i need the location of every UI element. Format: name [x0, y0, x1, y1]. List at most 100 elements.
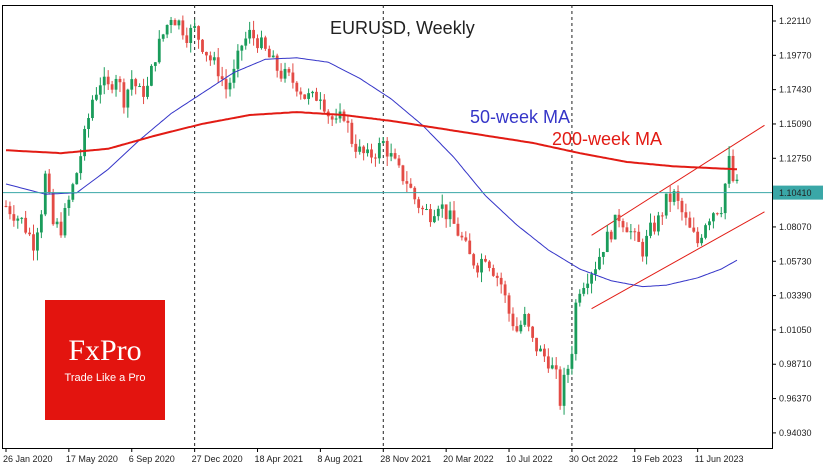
candle-body: [440, 204, 444, 209]
candle-body: [87, 118, 90, 130]
logo-name: FxPro: [68, 334, 142, 367]
candle-body: [169, 20, 173, 26]
candle-body: [114, 78, 118, 90]
candle-body: [645, 235, 648, 257]
candle-body: [79, 156, 83, 174]
candle-body: [688, 217, 692, 228]
candle-body: [126, 89, 130, 108]
candle-body: [456, 223, 460, 236]
candle-body: [346, 120, 350, 123]
candle-body: [228, 82, 232, 90]
candle-body: [385, 140, 389, 157]
candle-body: [598, 256, 601, 270]
candle-body: [220, 76, 224, 80]
candle-body: [283, 68, 287, 79]
x-tick-label: 8 Aug 2021: [317, 454, 363, 464]
candle-body: [507, 295, 511, 314]
candle-body: [495, 275, 499, 278]
candle-body: [586, 283, 590, 288]
candle-body: [118, 78, 122, 83]
candle-body: [523, 313, 527, 325]
candle-body: [252, 29, 255, 39]
candle-body: [330, 116, 334, 120]
candle-body: [216, 57, 220, 77]
candle-body: [102, 76, 106, 86]
candle-body: [605, 231, 609, 253]
candle-body: [150, 65, 153, 86]
candle-body: [499, 277, 503, 285]
x-tick-label: 6 Sep 2020: [129, 454, 175, 464]
candle-body: [374, 157, 377, 159]
candle-body: [633, 231, 637, 233]
logo-tagline: Trade Like a Pro: [64, 372, 146, 384]
price-label-box: [773, 185, 823, 200]
y-tick-label: 1.17430: [779, 85, 812, 95]
candle-body: [275, 55, 279, 71]
y-tick-label: 1.15090: [779, 119, 812, 129]
candle-body: [708, 221, 711, 226]
candle-body: [350, 122, 354, 144]
candle-body: [491, 267, 495, 276]
candle-body: [244, 38, 248, 46]
candle-body: [601, 252, 605, 257]
candle-body: [480, 258, 483, 273]
candle-body: [51, 192, 55, 225]
y-tick-label: 1.19770: [779, 50, 812, 60]
candle-body: [370, 149, 373, 158]
x-tick-label: 11 Jun 2023: [695, 454, 744, 464]
candle-body: [8, 206, 12, 215]
candle-body: [393, 153, 397, 159]
candle-body: [322, 99, 326, 112]
candle-body: [468, 240, 472, 255]
candle-body: [570, 354, 574, 369]
x-tick-label: 30 Oct 2022: [569, 454, 618, 464]
candle-body: [511, 313, 515, 327]
y-tick-label: 0.98710: [779, 359, 812, 369]
candle-body: [224, 79, 228, 90]
candle-body: [47, 173, 51, 193]
y-tick-label: 1.22110: [779, 16, 811, 26]
candle-body: [649, 222, 652, 236]
price-label: 1.10410: [779, 188, 812, 198]
x-tick-label: 10 Jul 2022: [506, 454, 553, 464]
candle-body: [397, 158, 401, 166]
ma200-label: 200-week MA: [552, 129, 662, 149]
ma50-label: 50-week MA: [470, 107, 570, 127]
candle-body: [315, 91, 318, 101]
candle-body: [267, 48, 271, 58]
candle-body: [539, 348, 542, 352]
x-tick-label: 26 Jan 2020: [3, 454, 53, 464]
candle-body: [59, 221, 63, 236]
candle-body: [12, 214, 16, 221]
candle-body: [464, 237, 468, 241]
candle-body: [75, 173, 79, 185]
candle-body: [625, 227, 629, 233]
candle-body: [723, 183, 727, 214]
candle-body: [590, 274, 593, 284]
candle-body: [704, 225, 707, 238]
candle-body: [531, 326, 535, 338]
candle-body: [354, 143, 358, 152]
candle-body: [617, 214, 621, 222]
candle-body: [240, 45, 244, 51]
candle-body: [165, 25, 169, 35]
candle-body: [110, 84, 114, 90]
candle-body: [98, 85, 102, 95]
candle-body: [629, 231, 633, 233]
x-tick-label: 17 May 2020: [66, 454, 118, 464]
candle-body: [484, 258, 487, 262]
candle-body: [130, 79, 134, 90]
ma50-line: [5, 57, 738, 288]
candle-body: [16, 218, 20, 221]
candle-body: [4, 205, 8, 207]
candle-body: [94, 94, 98, 100]
candle-body: [444, 204, 448, 220]
candle-body: [421, 207, 424, 210]
candle-body: [291, 72, 295, 83]
candle-body: [452, 210, 456, 224]
x-tick-label: 18 Apr 2021: [255, 454, 304, 464]
current-price-line: 1.10410: [3, 185, 823, 200]
candle-body: [279, 70, 283, 79]
candle-body: [106, 76, 110, 85]
